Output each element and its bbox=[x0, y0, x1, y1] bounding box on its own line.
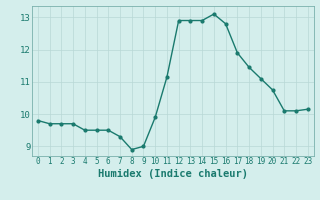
X-axis label: Humidex (Indice chaleur): Humidex (Indice chaleur) bbox=[98, 169, 248, 179]
